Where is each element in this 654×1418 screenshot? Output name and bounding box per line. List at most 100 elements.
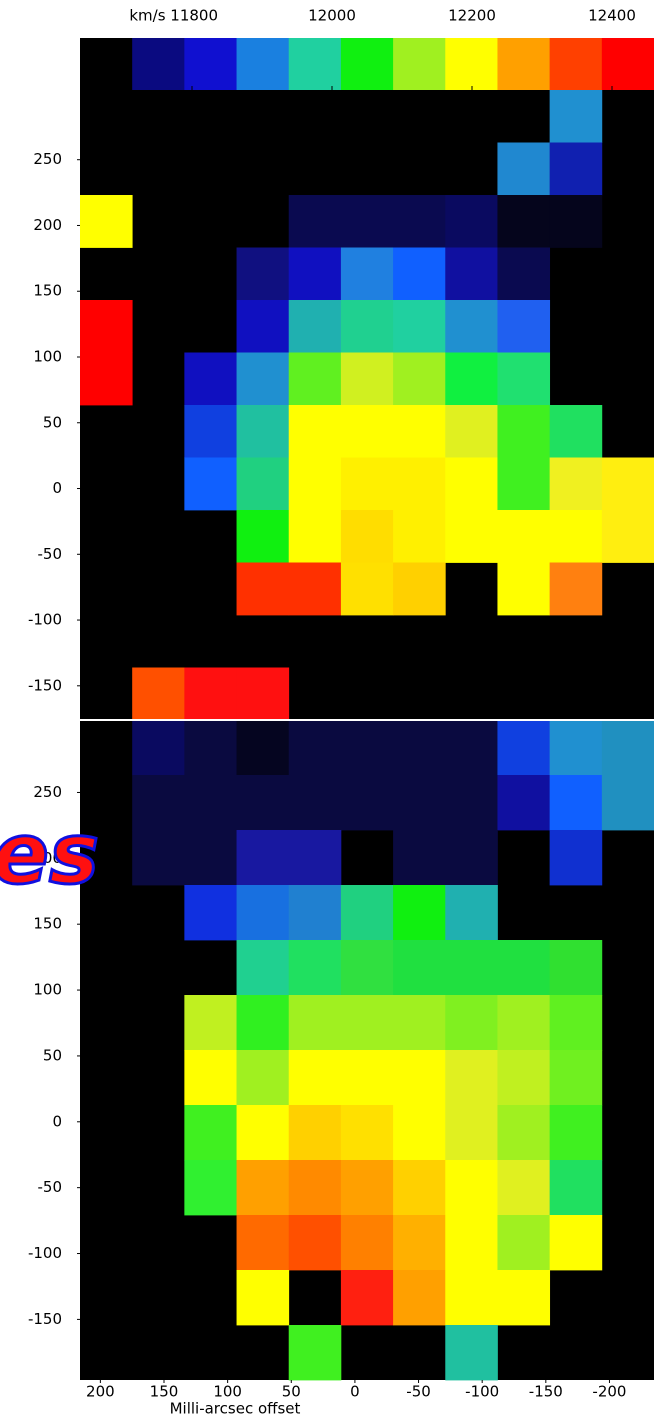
cell: [445, 830, 498, 886]
colorbar-tick-label: 12000: [308, 7, 356, 25]
cell: [393, 457, 446, 511]
cell: [340, 1050, 394, 1106]
cell: [393, 1105, 446, 1161]
colorbar-segment: [288, 38, 342, 90]
cell: [549, 457, 603, 511]
cell: [184, 885, 237, 941]
cell: [288, 1050, 342, 1106]
cell: [340, 1105, 394, 1161]
cell: [288, 1105, 342, 1161]
cell: [393, 352, 446, 406]
colorbar-segment: [393, 38, 446, 90]
cell: [497, 1050, 551, 1106]
cell: [445, 457, 498, 511]
cell: [445, 405, 498, 458]
cell: [393, 247, 446, 301]
y-tick-label: -150: [28, 1310, 62, 1328]
cell: [236, 510, 290, 563]
y-tick-label: -100: [28, 611, 62, 629]
cell: [288, 510, 342, 563]
cell: [340, 1215, 394, 1271]
y-tick-label: -50: [38, 545, 63, 563]
y-tick-label: -50: [38, 1178, 63, 1196]
cell: [393, 940, 446, 996]
cell: [288, 405, 342, 458]
cell: [236, 885, 290, 941]
cell: [445, 300, 498, 353]
cell: [601, 720, 654, 776]
cell: [340, 300, 394, 353]
cell: [549, 830, 603, 886]
cell: [236, 405, 290, 458]
cell: [497, 940, 551, 996]
cell: [340, 562, 394, 616]
y-tick-label: 100: [33, 347, 62, 365]
colorbar-segment: [340, 38, 394, 90]
x-tick-label: -50: [406, 1383, 431, 1401]
cell: [340, 1270, 394, 1326]
cell: [497, 142, 551, 196]
cell: [445, 1325, 498, 1381]
cell: [549, 1160, 603, 1216]
y-tick-label: 0: [52, 1112, 62, 1130]
cell: [80, 352, 133, 406]
cell: [288, 720, 342, 776]
cell: [549, 195, 603, 248]
cell: [236, 720, 290, 776]
cell: [601, 457, 654, 511]
cell: [132, 667, 185, 721]
cell: [340, 720, 394, 776]
cell: [497, 405, 551, 458]
y-tick-label: 50: [43, 413, 62, 431]
cell: [393, 300, 446, 353]
cell: [445, 352, 498, 406]
cell: [497, 457, 551, 511]
colorbar-segment: [80, 38, 133, 90]
cell: [80, 300, 133, 353]
cell: [445, 775, 498, 831]
cell: [236, 940, 290, 996]
cell: [549, 720, 603, 776]
y-tick-label: -100: [28, 1244, 62, 1262]
cell: [236, 1105, 290, 1161]
cell: [340, 405, 394, 458]
colorbar-tick-label: 12200: [448, 7, 496, 25]
cell: [288, 352, 342, 406]
cell: [393, 562, 446, 616]
cell: [497, 510, 551, 563]
cell: [393, 1270, 446, 1326]
cell: [340, 775, 394, 831]
cell: [549, 90, 603, 143]
cell: [132, 830, 185, 886]
cell: [288, 195, 342, 248]
cell: [236, 562, 290, 616]
cell: [288, 247, 342, 301]
y-tick-label: 100: [33, 981, 62, 999]
cell: [549, 142, 603, 196]
x-axis-label: Milli-arcsec offset: [170, 1400, 301, 1418]
cell: [288, 885, 342, 941]
cell: [393, 405, 446, 458]
cell: [236, 1270, 290, 1326]
cell: [340, 247, 394, 301]
cell: [184, 1105, 237, 1161]
y-tick-label: 150: [33, 915, 62, 933]
cell: [601, 510, 654, 563]
cell: [132, 775, 185, 831]
cell: [340, 510, 394, 563]
cell: [236, 830, 290, 886]
colorbar-segment: [236, 38, 290, 90]
cell: [288, 1160, 342, 1216]
cell: [184, 1050, 237, 1106]
cell: [184, 830, 237, 886]
cell: [236, 1160, 290, 1216]
cell: [288, 1325, 342, 1381]
cell: [288, 562, 342, 616]
cell: [184, 457, 237, 511]
cell: [340, 352, 394, 406]
cell: [497, 562, 551, 616]
cell: [497, 775, 551, 831]
cell: [132, 720, 185, 776]
cell: [288, 940, 342, 996]
